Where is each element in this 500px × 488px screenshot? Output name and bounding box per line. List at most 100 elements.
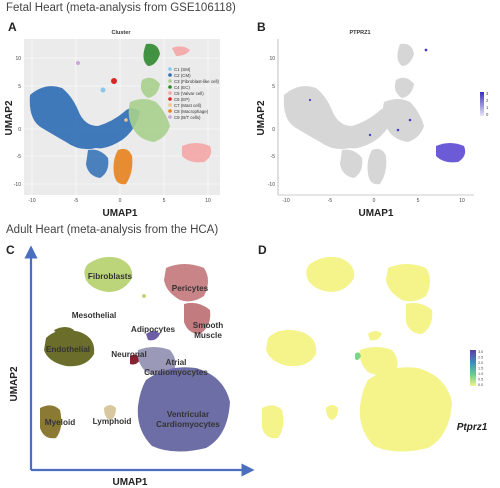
y-tick-label: -10: [14, 182, 21, 188]
panel-a-ylabel: UMAP2: [4, 100, 15, 135]
cluster-fibroblasts: [84, 256, 133, 292]
x-tick-label: 5: [163, 198, 166, 204]
panel-a-legend: C1 (SM) C2 (CM) C3 (Fibroblast-like cell…: [168, 67, 219, 120]
panel-c-umap-adult: UMAP2 UMAP1 Fibroblasts Pericytes Mesoth…: [9, 245, 255, 488]
legend-item: C2 (CM): [168, 73, 191, 78]
cells-grey-macrophage: [367, 148, 387, 185]
label-lymphoid: Lymphoid: [93, 417, 132, 426]
y-tick-label: 5: [18, 84, 21, 90]
expressing-cell: [308, 98, 312, 102]
cluster-c3-fibroblast: [128, 99, 170, 142]
legend-item: C1 (SM): [168, 67, 191, 72]
legend-item: C5 (Valvar cell): [168, 91, 204, 96]
expressing-cell: [408, 118, 412, 122]
panel-c-xlabel: UMAP1: [112, 477, 147, 488]
scale-label: 1: [486, 105, 489, 110]
x-tick-label: 0: [373, 198, 376, 204]
scale-label: 3: [486, 91, 489, 96]
panel-d-gene-label: Ptprz1: [457, 422, 488, 433]
cluster-c4-ec: [143, 43, 160, 66]
cluster-c7-mast: [124, 118, 128, 122]
legend-label: C4 (EC): [174, 85, 190, 90]
x-tick-label: -5: [74, 198, 79, 204]
expressing-cell: [396, 128, 400, 132]
cluster-pericytes: [164, 264, 208, 302]
cluster-atrial-cm: [137, 347, 176, 376]
cluster-myeloid: [40, 405, 62, 439]
legend-label: C1 (SM): [174, 67, 191, 72]
y-tick-label: -10: [268, 182, 275, 188]
scale-label: 0.0: [478, 383, 483, 387]
cells-ptprz1-high: [436, 143, 466, 163]
cluster-c3-fibroblast-upper: [140, 77, 160, 98]
cluster-c4-ec-tail: [172, 46, 190, 56]
scale-label: 3.0: [478, 350, 483, 354]
legend-label: C2 (CM): [174, 73, 191, 78]
label-atrial-cm: Atrial Cardiomyocytes: [144, 358, 208, 377]
cluster-c2-cm-lower: [86, 149, 109, 178]
cluster-c9-bt: [76, 61, 80, 65]
panel-a-umap-cluster: Cluster C1 (SM) C2 (CM) C3 (Fibroblast-l…: [4, 30, 220, 219]
cluster-smooth-muscle: [184, 302, 211, 334]
panel-a-title: Cluster: [112, 30, 132, 36]
x-tick-label: -10: [28, 198, 35, 204]
y-tick-label: 0: [18, 127, 21, 133]
cells-grey-ec: [397, 43, 414, 66]
panel-d-umap-ptprz1: 3.0 2.5 2.0 1.5 1.0 0.5 0.0 Ptprz1: [262, 256, 488, 452]
y-tick-label: 10: [269, 56, 275, 62]
y-tick-label: 0: [272, 127, 275, 133]
cells-fibroblasts: [306, 256, 355, 292]
cells-ptprz1-expressing: [355, 352, 361, 360]
cells-endothelial: [266, 330, 317, 367]
expressing-cell: [424, 48, 428, 52]
cells-grey-fibro-upper: [394, 77, 414, 98]
legend-label: C8 (Macrophage): [174, 109, 209, 114]
y-tick-label: 10: [15, 56, 21, 62]
legend-item: C6 (EP): [168, 97, 190, 102]
panel-b-xlabel: UMAP1: [358, 208, 393, 219]
scale-label: 2: [486, 98, 489, 103]
panel-b-color-scale: [480, 92, 484, 116]
cluster-adipocytes: [146, 331, 160, 341]
cluster-c6-ep: [111, 78, 117, 84]
panel-d-letter: D: [258, 243, 267, 257]
legend-item: C4 (EC): [168, 85, 190, 90]
cells-lymphoid: [326, 405, 338, 420]
cluster-c5-valvar: [182, 143, 212, 163]
cluster-ventricular-cm: [137, 367, 230, 452]
legend-label: C5 (Valvar cell): [174, 91, 204, 96]
cells-pericytes: [386, 264, 430, 302]
label-smooth-muscle: Smooth Muscle: [193, 321, 223, 340]
cluster-fragment: [142, 294, 146, 298]
scale-label: 2.5: [478, 356, 483, 360]
cells-ventricular: [359, 367, 452, 452]
panel-b-umap-ptprz1: PTPRZ1 3 2 1 0 -10 -5 0 5 10 10 5: [256, 30, 489, 219]
scale-label: 0: [486, 112, 489, 117]
label-adipocytes: Adipocytes: [131, 325, 176, 334]
cluster-c1-sm: [100, 87, 106, 93]
legend-item: C3 (Fibroblast-like cell): [168, 79, 219, 84]
panel-a-letter: A: [8, 20, 17, 34]
cluster-lymphoid: [104, 405, 116, 420]
legend-label: C9 (B/T cells): [174, 115, 201, 120]
scale-label: 2.0: [478, 361, 483, 365]
x-tick-label: 5: [417, 198, 420, 204]
x-tick-label: 10: [205, 198, 211, 204]
cells-grey-cm: [283, 86, 394, 150]
label-ventricular-cm: Ventricular Cardiomyocytes: [156, 410, 220, 429]
y-tick-label: -5: [17, 154, 22, 160]
label-myeloid: Myeloid: [45, 418, 75, 427]
legend-label: C7 (Mast cell): [174, 103, 202, 108]
cluster-endothelial: [44, 330, 95, 367]
label-fibroblasts: Fibroblasts: [88, 272, 133, 281]
panel-b-title: PTPRZ1: [349, 30, 370, 36]
y-tick-label: 5: [272, 84, 275, 90]
y-tick-label: -5: [271, 154, 276, 160]
panel-b-ylabel: UMAP2: [256, 100, 267, 135]
label-mesothelial: Mesothelial: [72, 311, 117, 320]
panel-c-letter: C: [6, 243, 15, 257]
panel-c-ylabel: UMAP2: [9, 366, 20, 401]
legend-item: C8 (Macrophage): [168, 109, 209, 114]
cells-myeloid: [262, 405, 284, 439]
cells-grey-fibro: [382, 99, 424, 142]
